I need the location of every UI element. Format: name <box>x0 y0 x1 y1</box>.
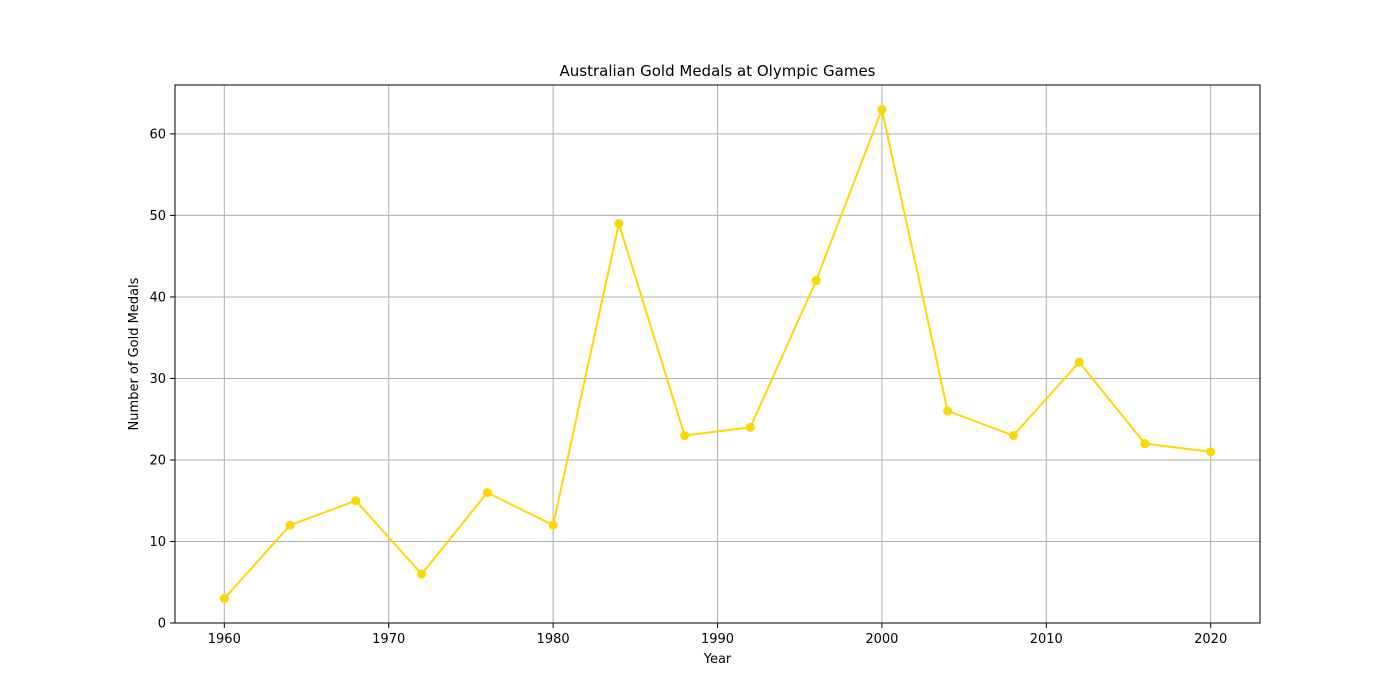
x-tick-label: 2010 <box>1030 632 1063 647</box>
y-axis-title: Number of Gold Medals <box>127 277 142 430</box>
data-point <box>351 496 361 506</box>
x-axis-title: Year <box>703 652 732 667</box>
y-tick-label: 40 <box>149 290 166 305</box>
data-point <box>745 422 755 432</box>
x-tick-label: 1990 <box>701 632 734 647</box>
data-point <box>614 219 624 229</box>
data-point <box>1008 431 1018 441</box>
grid <box>175 85 1260 624</box>
data-point <box>1206 447 1216 457</box>
x-tick-label: 1960 <box>208 632 241 647</box>
x-tick-label: 1970 <box>372 632 405 647</box>
y-tick-label: 30 <box>149 372 166 387</box>
chart-title: Australian Gold Medals at Olympic Games <box>560 62 876 80</box>
y-tick-label: 10 <box>149 535 166 550</box>
data-point <box>285 520 295 530</box>
x-tick-label: 2000 <box>865 632 898 647</box>
data-point <box>417 569 427 579</box>
axis-ticks: 1960 1970 1980 1990 2000 2010 2020 0 10 20 30 40 50 6… <box>149 127 1227 647</box>
data-point <box>877 104 887 114</box>
y-tick-label: 60 <box>149 127 166 142</box>
data-point <box>219 594 229 604</box>
series-layer <box>219 104 1216 604</box>
x-tick-label: 1980 <box>537 632 570 647</box>
data-point <box>548 520 558 530</box>
y-tick-label: 50 <box>149 209 166 224</box>
data-point <box>1074 357 1084 367</box>
data-point <box>811 276 821 286</box>
y-tick-label: 20 <box>149 453 166 468</box>
data-point <box>1140 439 1150 449</box>
series-line <box>223 105 1211 600</box>
data-point <box>482 488 492 498</box>
y-tick-label: 0 <box>158 617 166 632</box>
x-tick-label: 2020 <box>1194 632 1227 647</box>
data-point <box>943 406 953 416</box>
data-point <box>680 431 690 441</box>
